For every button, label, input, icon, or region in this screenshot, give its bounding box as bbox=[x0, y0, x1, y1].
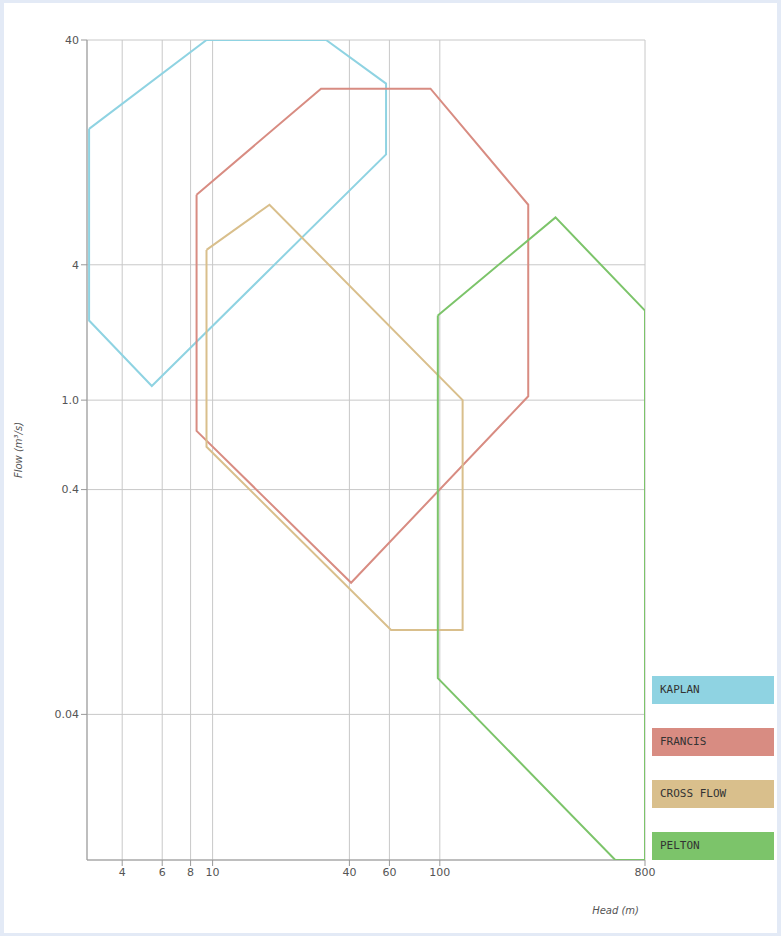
svg-text:4: 4 bbox=[119, 866, 126, 879]
svg-text:10: 10 bbox=[206, 866, 220, 879]
svg-text:Head (m): Head (m) bbox=[592, 905, 639, 916]
svg-text:8: 8 bbox=[187, 866, 194, 879]
html-text:KAPLAN: KAPLAN bbox=[660, 683, 700, 696]
html-text:FRANCIS: FRANCIS bbox=[660, 735, 707, 748]
svg-text:800: 800 bbox=[635, 866, 656, 879]
svg-text:60: 60 bbox=[382, 866, 396, 879]
svg-text:0.4: 0.4 bbox=[62, 483, 80, 496]
html-text:CROSS FLOW: CROSS FLOW bbox=[660, 787, 727, 800]
svg-text:0.04: 0.04 bbox=[55, 708, 80, 721]
svg-text:6: 6 bbox=[159, 866, 166, 879]
svg-text:40: 40 bbox=[342, 866, 356, 879]
svg-text:Flow (m³/s): Flow (m³/s) bbox=[13, 422, 24, 478]
svg-text:100: 100 bbox=[429, 866, 450, 879]
svg-text:1.0: 1.0 bbox=[62, 394, 80, 407]
svg-text:4: 4 bbox=[72, 259, 79, 272]
html-text:PELTON: PELTON bbox=[660, 839, 700, 852]
svg-text:40: 40 bbox=[65, 34, 79, 47]
